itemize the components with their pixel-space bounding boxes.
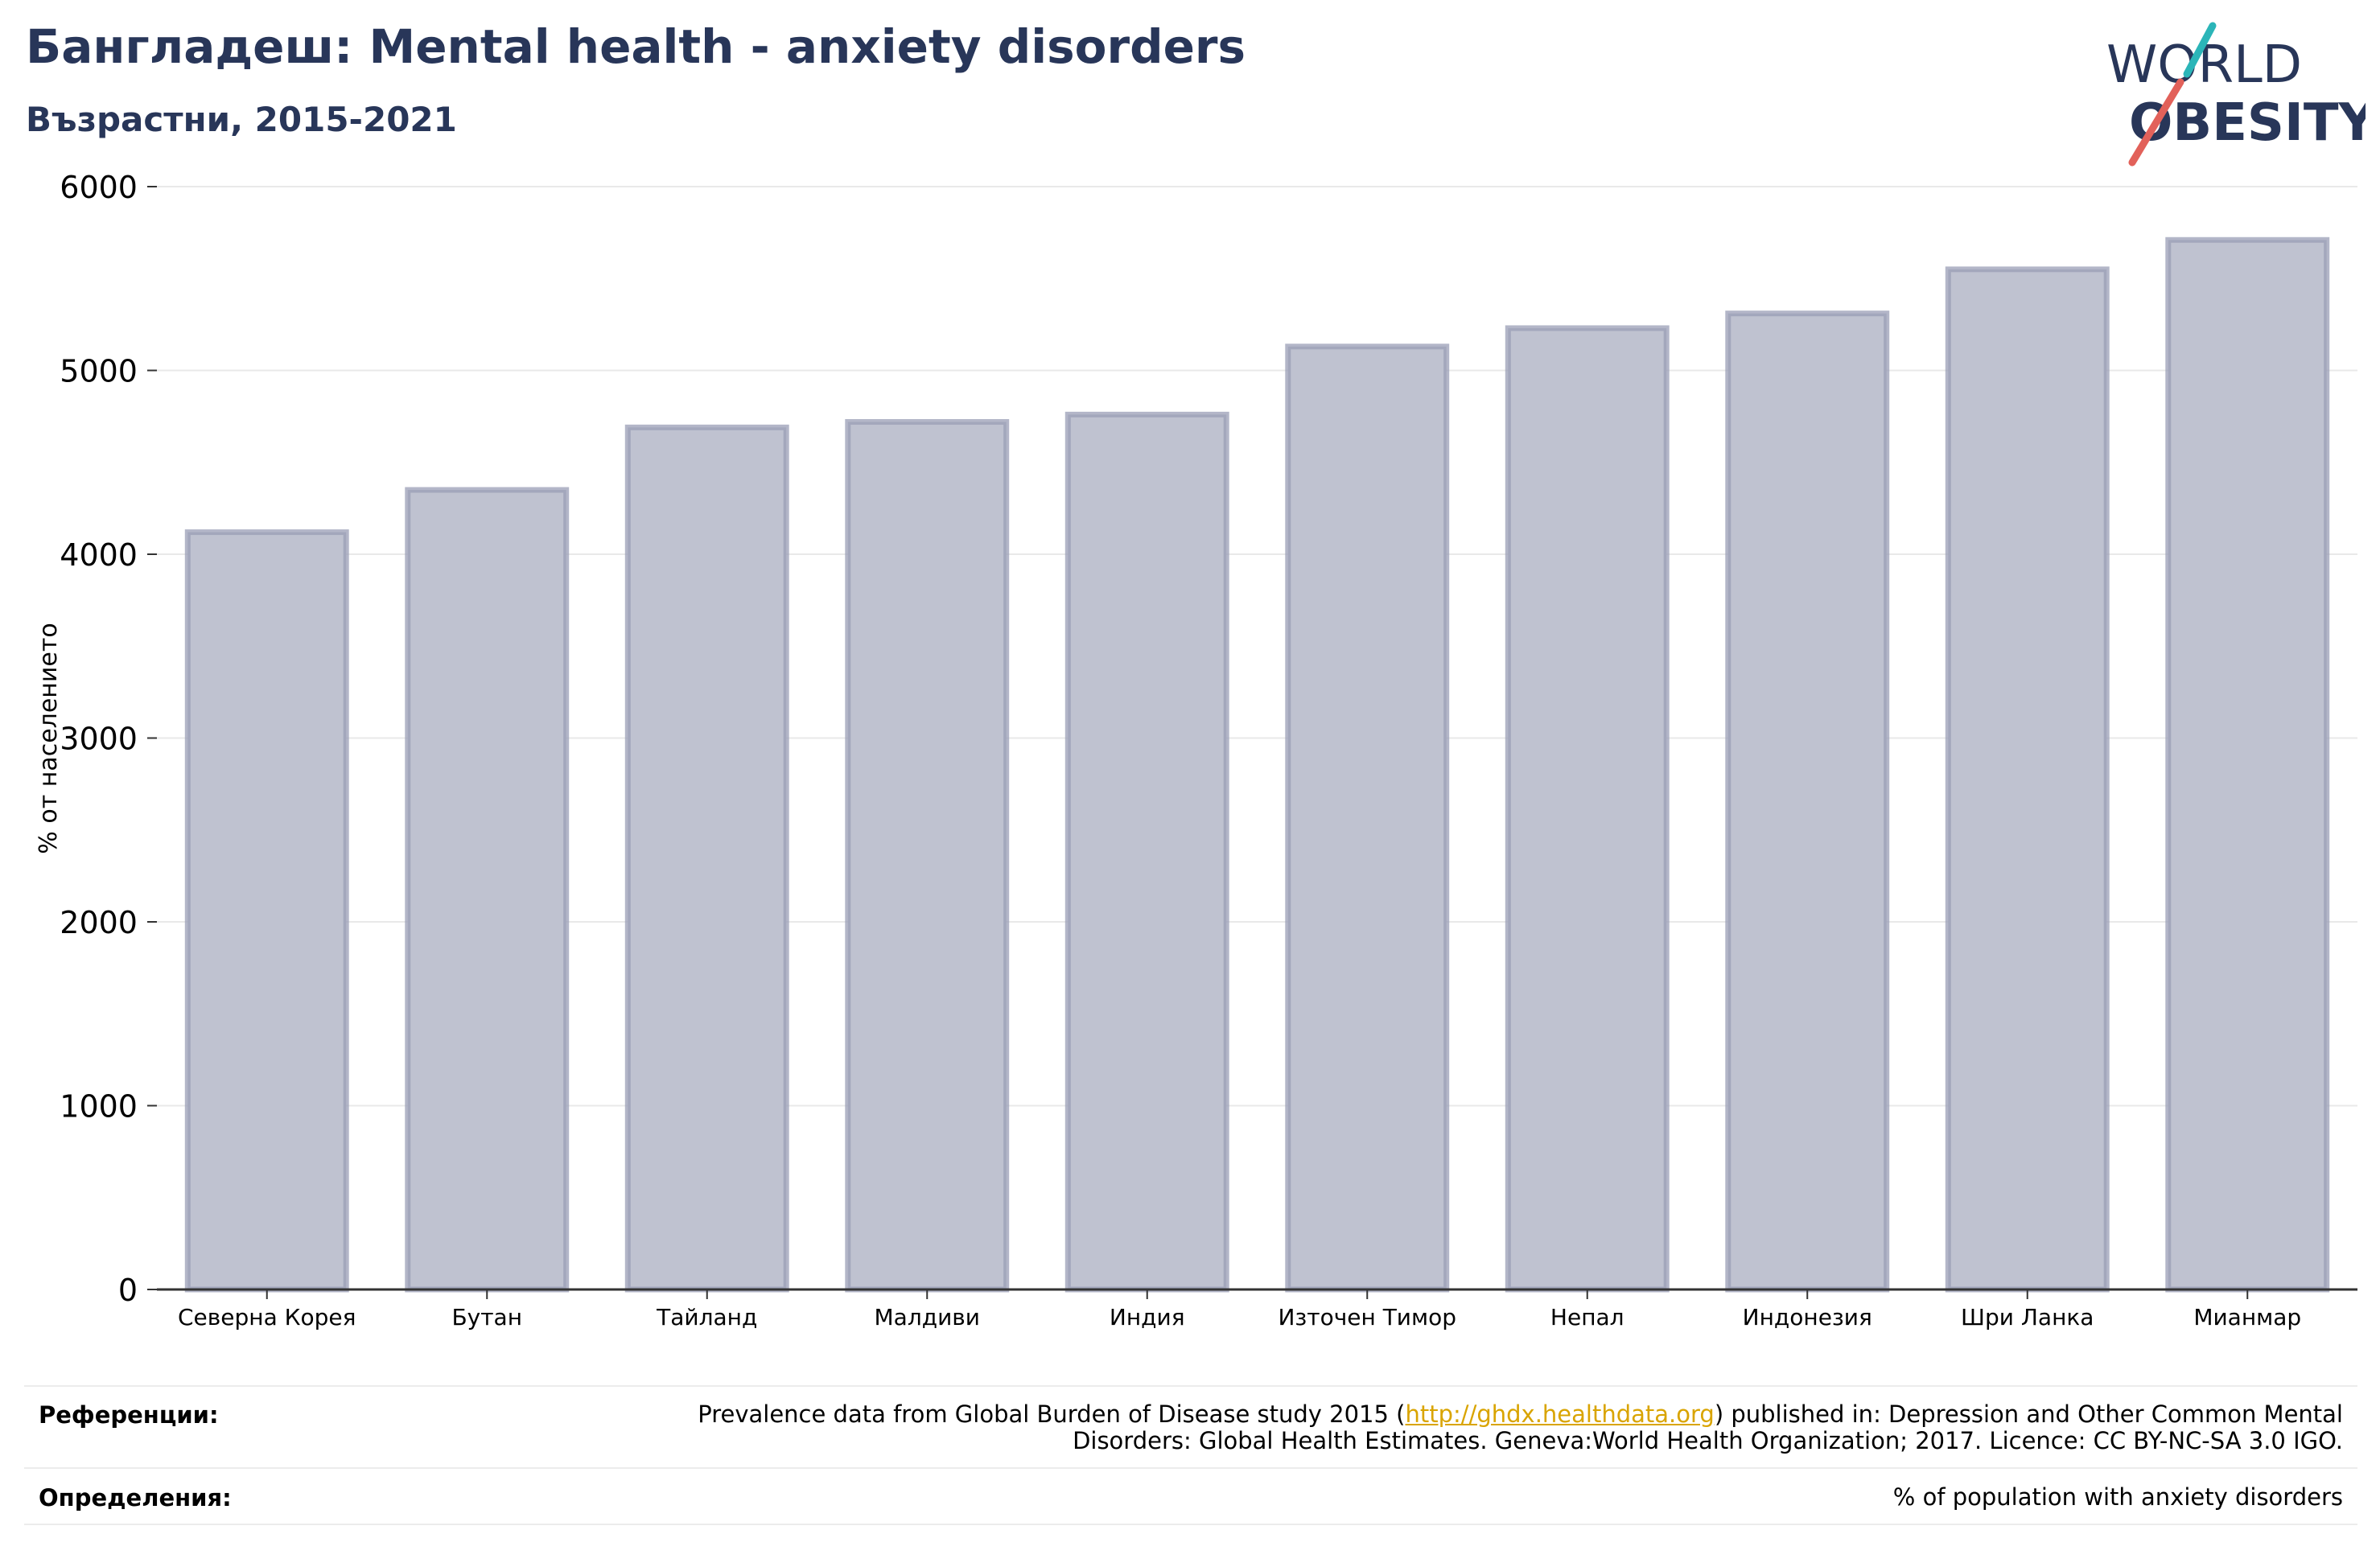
bar [1505,325,1670,1293]
references-label: Референции: [39,1401,219,1429]
bar [1725,311,1890,1293]
logo-slash-red [2128,78,2184,167]
footer-divider-bottom [24,1524,2357,1525]
y-tick-label: 5000 [60,354,138,389]
y-tick-label: 3000 [60,722,138,757]
definitions-text: % of population with anxiety disorders [1892,1483,2343,1511]
y-tick-label: 1000 [60,1089,138,1125]
x-tick-label: Мианмар [2193,1304,2301,1331]
y-axis-label: % от населението [35,623,63,853]
references-text-pre: Prevalence data from Global Burden of Di… [698,1400,1406,1428]
references-text-post: ) published in: Depression and Other Com… [1714,1400,2343,1428]
references-text: Prevalence data from Global Burden of Di… [698,1401,2343,1454]
bar [1064,411,1229,1293]
bar [1285,343,1450,1293]
chart-subtitle: Възрастни, 2015-2021 [26,100,457,139]
bar [405,487,570,1293]
logo-slash-teal [2183,22,2217,78]
x-tick-label: Шри Ланка [1961,1304,2094,1331]
definitions-label: Определения: [39,1484,232,1511]
x-tick-label: Източен Тимор [1278,1304,1456,1331]
bar [845,418,1010,1293]
x-tick-label: Малдиви [875,1304,980,1331]
footer-divider-middle [24,1467,2357,1469]
y-tick-label: 0 [118,1273,138,1308]
bar [2165,236,2330,1293]
bar [624,424,789,1293]
bar [1945,266,2110,1293]
footer-divider-top [24,1385,2357,1387]
bar [184,529,349,1293]
x-tick-label: Индонезия [1743,1304,1872,1331]
world-obesity-logo: WORLD OBESITY [2106,22,2366,167]
axis-layer [147,186,2357,1299]
x-tick-label: Северна Корея [178,1304,356,1331]
x-tick-label: Бутан [451,1304,522,1331]
references-text-line2: Disorders: Global Health Estimates. Gene… [1073,1427,2343,1454]
bars-layer [184,236,2330,1293]
x-tick-label: Индия [1110,1304,1185,1331]
chart-title: Бангладеш: Mental health - anxiety disor… [26,19,1246,74]
y-tick-label: 2000 [60,905,138,940]
bar-chart: 0 1000 2000 3000 4000 5000 6000 Северна Корея Бу… [35,170,2357,1331]
references-row: Референции: Prevalence data from Global … [24,1401,2357,1466]
x-tick-label: Тайланд [656,1304,757,1331]
definitions-row: Определения: % of population with anxiet… [24,1484,2357,1516]
x-tick-label: Непал [1550,1304,1624,1331]
labels-layer: 0 1000 2000 3000 4000 5000 6000 Северна Корея Бу… [60,170,2301,1331]
references-link[interactable]: http://ghdx.healthdata.org [1405,1400,1715,1428]
y-tick-label: 6000 [60,170,138,205]
y-tick-label: 4000 [60,537,138,573]
